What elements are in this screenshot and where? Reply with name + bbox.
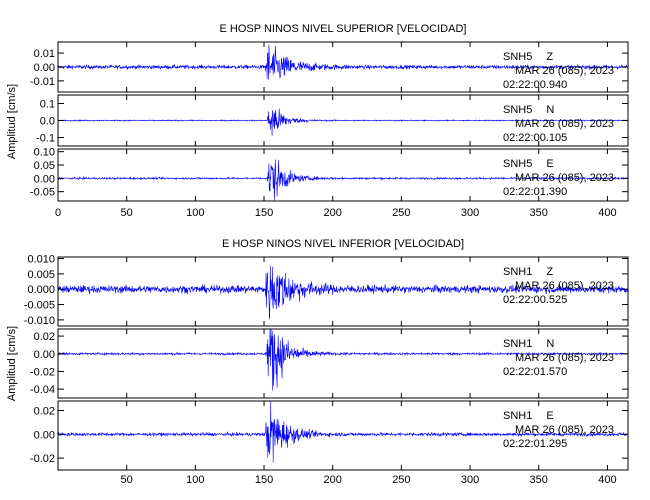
y-tick-label: -0.1 xyxy=(36,133,55,145)
time-label: 02:22:01.295 xyxy=(503,438,567,450)
waveform-trace xyxy=(57,400,629,463)
panel-frame xyxy=(57,328,629,399)
waveform-trace xyxy=(57,159,629,201)
x-tick-label: 300 xyxy=(461,207,479,219)
component-code: E xyxy=(546,158,553,170)
y-tick-label: 0.05 xyxy=(34,160,55,172)
date-label: MAR 26 (085), 2023 xyxy=(515,352,614,364)
x-tick-label: 250 xyxy=(392,207,410,219)
station-label: SNH1 Z xyxy=(503,266,553,278)
waveform-trace xyxy=(57,328,629,391)
date-label: MAR 26 (085), 2023 xyxy=(515,172,614,184)
trace-panel-SNH5-E: 0.100.050.00 -0.05 SNH5 E MAR 26 (085), 2023… xyxy=(30,147,629,202)
panel-frame xyxy=(57,400,629,471)
y-tick-label: 0.00 xyxy=(34,429,55,441)
y-tick-label: 0.010 xyxy=(27,254,55,266)
x-tick-label: 150 xyxy=(255,207,273,219)
y-tick-label: -0.010 xyxy=(24,315,55,327)
seismogram-chart-1: E HOSP NINOS NIVEL SUPERIOR [VELOCIDAD] A… xyxy=(6,23,629,219)
date-label: MAR 26 (085), 2023 xyxy=(515,65,614,77)
trace-panel-SNH5-Z: 0.01 0.00 -0.01 SNH5 Z MAR 26 (085), 2023 02:2… xyxy=(30,41,629,93)
y-tick-label: 0.0 xyxy=(40,116,55,128)
y-tick-label: 0.00 xyxy=(34,173,55,185)
panel-frame xyxy=(57,256,629,327)
component-code: N xyxy=(546,104,554,116)
y-axis-label: Amplitud [cm/s] xyxy=(6,84,18,159)
y-tick-label: 0.005 xyxy=(27,269,55,281)
x-tick-label: 350 xyxy=(530,474,548,486)
station-code: SNH5 xyxy=(503,104,532,116)
station-label: SNH1 E xyxy=(503,410,554,422)
y-tick-label: -0.02 xyxy=(30,366,55,378)
y-tick-label: 0.000 xyxy=(27,284,55,296)
x-tick-label: 250 xyxy=(392,474,410,486)
station-label: SNH5 N xyxy=(503,104,554,116)
x-tick-label: 50 xyxy=(121,207,133,219)
time-label: 02:22:00.525 xyxy=(503,294,567,306)
time-label: 02:22:01.390 xyxy=(503,186,567,198)
x-tick-label: 150 xyxy=(255,474,273,486)
x-tick-label: 100 xyxy=(186,207,204,219)
x-tick-label: 400 xyxy=(598,474,616,486)
trace-panel-SNH1-N: 0.02 0.00 -0.02 -0.04 SNH1 N MAR 26 (085), 202… xyxy=(30,328,629,399)
trace-panel-SNH5-N: 0.1 0.0 -0.1 SNH5 N MAR 26 (085), 2023 02:22:0… xyxy=(36,94,629,147)
waveform-trace xyxy=(57,108,629,136)
x-tick-label: 0 xyxy=(55,207,61,219)
y-axis-label: Amplitud [cm/s] xyxy=(6,326,18,401)
component-code: Z xyxy=(546,51,553,63)
trace-panel-SNH1-Z: 0.010 0.005 0.000 -0.005 -0.010 SNH1 Z MAR 26 (… xyxy=(24,254,629,327)
y-tick-label: 0.01 xyxy=(34,48,55,60)
y-tick-label: 0.02 xyxy=(34,331,55,343)
x-tick-label: 200 xyxy=(324,207,342,219)
chart-title: E HOSP NINOS NIVEL SUPERIOR [VELOCIDAD] xyxy=(220,23,467,35)
y-tick-label: -0.05 xyxy=(30,187,55,199)
y-tick-label: 0.1 xyxy=(40,99,55,111)
component-code: Z xyxy=(546,266,553,278)
date-label: MAR 26 (085), 2023 xyxy=(515,424,614,436)
y-tick-label: -0.005 xyxy=(24,300,55,312)
chart-title: E HOSP NINOS NIVEL INFERIOR [VELOCIDAD] xyxy=(222,238,464,250)
x-tick-label: 100 xyxy=(186,474,204,486)
y-tick-label: 0.02 xyxy=(34,406,55,418)
x-tick-label: 350 xyxy=(530,207,548,219)
y-tick-label: -0.04 xyxy=(30,384,55,396)
y-tick-label: -0.02 xyxy=(30,453,55,465)
waveform-trace xyxy=(57,44,629,80)
waveform-trace xyxy=(57,265,629,320)
y-tick-label: -0.01 xyxy=(30,76,55,88)
station-label: SNH1 N xyxy=(503,338,554,350)
x-tick-label: 200 xyxy=(324,474,342,486)
station-code: SNH5 xyxy=(503,158,532,170)
station-code: SNH5 xyxy=(503,51,532,63)
y-tick-label: 0.10 xyxy=(34,147,55,159)
station-label: SNH5 E xyxy=(503,158,554,170)
y-tick-label: 0.00 xyxy=(34,349,55,361)
date-label: MAR 26 (085), 2023 xyxy=(515,280,614,292)
station-label: SNH5 Z xyxy=(503,51,553,63)
time-label: 02:22:01.570 xyxy=(503,366,567,378)
station-code: SNH1 xyxy=(503,410,532,422)
component-code: E xyxy=(546,410,553,422)
panel-frame xyxy=(57,148,629,202)
time-label: 02:22:00.105 xyxy=(503,132,567,144)
trace-panel-SNH1-E: 0.02 0.00 -0.02 SNH1 E MAR 26 (085), 2023 02:2… xyxy=(30,400,629,471)
x-tick-label: 50 xyxy=(121,474,133,486)
seismogram-chart-2: E HOSP NINOS NIVEL INFERIOR [VELOCIDAD] A… xyxy=(6,238,629,486)
x-tick-label: 300 xyxy=(461,474,479,486)
station-code: SNH1 xyxy=(503,266,532,278)
time-label: 02:22:00.940 xyxy=(503,79,567,91)
station-code: SNH1 xyxy=(503,338,532,350)
y-tick-label: 0.00 xyxy=(34,62,55,74)
date-label: MAR 26 (085), 2023 xyxy=(515,118,614,130)
x-tick-label: 400 xyxy=(598,207,616,219)
component-code: N xyxy=(546,338,554,350)
